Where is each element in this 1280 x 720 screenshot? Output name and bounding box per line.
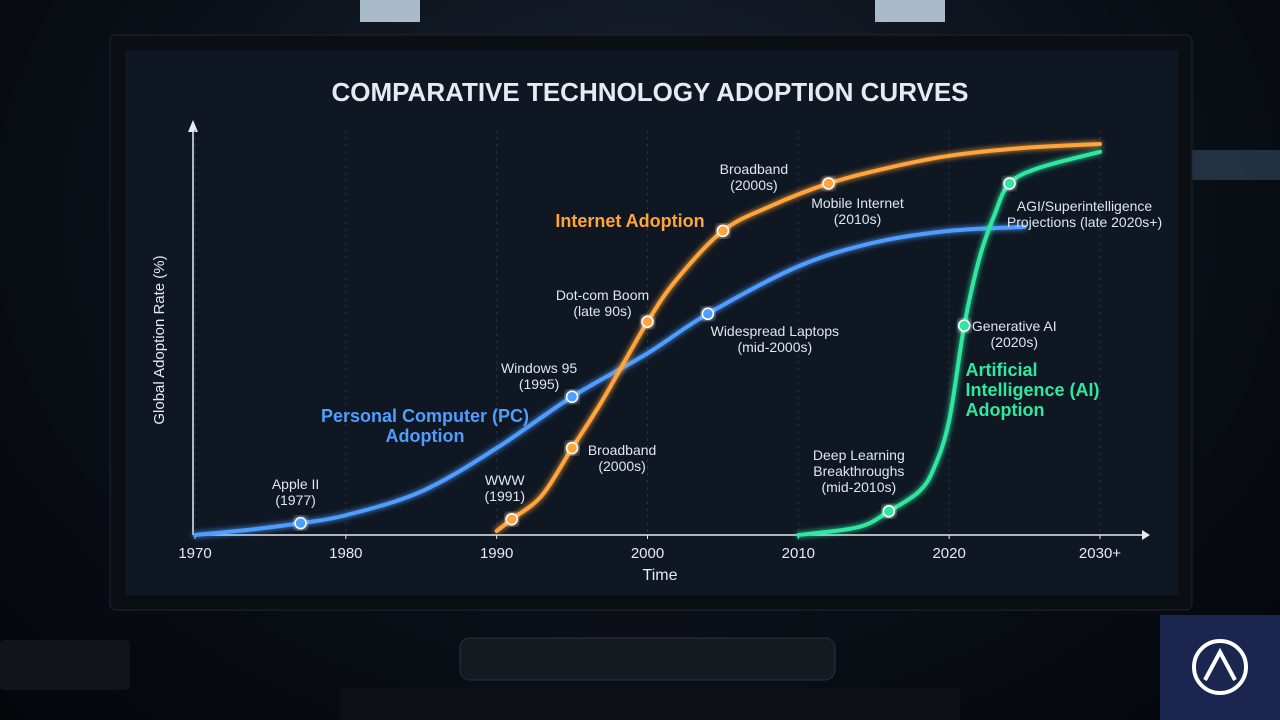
logo	[1203, 647, 1237, 681]
annotation-label: Generative AI (2020s)	[971, 317, 1057, 350]
background-light	[1190, 150, 1280, 180]
x-axis-arrow	[1142, 530, 1150, 540]
annotation-label: Windows 95 (1995)	[500, 359, 578, 392]
annotation-label: Broadband (2000s)	[587, 442, 657, 475]
ceiling-light	[875, 0, 945, 22]
annotation-point	[822, 177, 835, 190]
annotation-point	[1003, 177, 1016, 190]
y-axis-label: Global Adoption Rate (%)	[151, 255, 168, 424]
annotation-point	[565, 441, 579, 455]
series-line	[494, 141, 1102, 534]
logo-box	[1160, 615, 1280, 720]
annotation-point	[294, 516, 307, 530]
logo	[1192, 639, 1248, 695]
keyboard	[340, 688, 960, 720]
x-tick-label: 2030+	[1079, 545, 1121, 562]
series-label: Personal Computer (PC) Adoption	[320, 406, 530, 446]
annotation-label: Dot-com Boom (late 90s)	[555, 286, 650, 319]
x-tick-label: 1980	[329, 545, 362, 562]
series-line	[193, 224, 1027, 537]
annotation-point	[641, 315, 654, 328]
monitor-base	[459, 637, 836, 681]
annotation-label: Apple II (1977)	[271, 476, 320, 509]
annotation-label: Broadband (2000s)	[719, 160, 789, 193]
annotation-point	[565, 390, 579, 403]
x-tick-label: 2020	[932, 545, 965, 562]
x-tick-label: 2010	[782, 545, 815, 562]
annotation-point	[716, 224, 730, 238]
annotation-label: Mobile Internet (2010s)	[811, 195, 904, 228]
annotation-label: AGI/Superintelligence Projections (late …	[1006, 198, 1163, 231]
annotation-point	[701, 307, 715, 321]
annotation-point	[505, 512, 518, 526]
chart-title: COMPARATIVE TECHNOLOGY ADOPTION CURVES	[331, 77, 968, 107]
series-label: Internet Adoption	[555, 211, 705, 231]
x-tick-label: 1990	[480, 545, 513, 562]
annotation-label: Widespread Laptops (mid-2000s)	[710, 322, 840, 355]
x-axis-label: Time	[643, 567, 678, 584]
annotation-point	[958, 319, 971, 332]
x-tick-label: 1970	[178, 545, 211, 562]
ceiling-light	[360, 0, 420, 22]
annotation-point	[882, 505, 896, 518]
y-axis-arrow	[188, 120, 198, 132]
keyboard	[0, 640, 130, 690]
series-label: Artificial Intelligence (AI) Adoption	[965, 360, 1100, 420]
x-tick-label: 2000	[631, 545, 664, 562]
annotation-label: Deep Learning Breakthroughs (mid-2010s)	[812, 447, 905, 496]
annotation-label: WWW (1991)	[484, 472, 525, 505]
